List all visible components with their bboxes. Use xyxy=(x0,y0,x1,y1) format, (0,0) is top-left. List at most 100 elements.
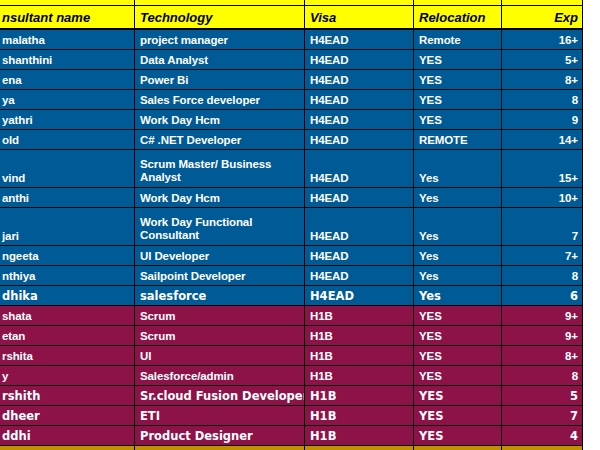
consultant-name-cell[interactable]: malatha xyxy=(0,30,135,49)
header-consultant-name[interactable]: nsultant name xyxy=(0,6,135,28)
relocation-cell[interactable]: REMOTE xyxy=(414,130,502,149)
consultant-name-cell[interactable]: old xyxy=(0,130,135,149)
relocation-cell[interactable]: YES xyxy=(414,406,502,425)
consultant-name-cell[interactable]: anthi xyxy=(0,188,135,207)
technology-cell[interactable]: Scrum xyxy=(135,326,305,345)
technology-cell[interactable]: Sailpoint Developer xyxy=(135,266,305,285)
exp-cell[interactable]: 7 xyxy=(502,208,583,245)
technology-cell[interactable]: Product Designer xyxy=(135,426,305,445)
relocation-cell[interactable]: YES xyxy=(414,90,502,109)
relocation-cell[interactable]: Yes xyxy=(414,150,502,187)
exp-cell[interactable]: 10+ xyxy=(502,188,583,207)
exp-cell[interactable]: 4 xyxy=(502,426,583,445)
consultant-name-cell[interactable]: y xyxy=(0,366,135,385)
exp-cell[interactable]: 7 xyxy=(502,406,583,425)
visa-cell[interactable]: H4EAD xyxy=(305,266,414,285)
visa-cell[interactable]: H4EAD xyxy=(305,90,414,109)
visa-cell[interactable]: H4EAD xyxy=(305,110,414,129)
technology-cell[interactable]: Sr.cloud Fusion Developer xyxy=(135,386,305,405)
consultant-name-cell[interactable]: rshita xyxy=(0,346,135,365)
technology-cell[interactable]: ETI xyxy=(135,406,305,425)
visa-cell[interactable]: H4EAD xyxy=(305,50,414,69)
visa-cell[interactable]: H1B xyxy=(305,386,414,405)
consultant-name-cell[interactable]: etan xyxy=(0,326,135,345)
header-exp[interactable]: Exp xyxy=(502,6,583,28)
technology-cell[interactable]: Scrum Master/ Business Analyst xyxy=(135,150,305,187)
relocation-cell[interactable]: YES xyxy=(414,110,502,129)
visa-cell[interactable]: H4EAD xyxy=(305,286,414,305)
technology-cell[interactable]: project manager xyxy=(135,30,305,49)
exp-cell[interactable]: 14+ xyxy=(502,130,583,149)
relocation-cell[interactable]: YES xyxy=(414,326,502,345)
visa-cell[interactable]: H4EAD xyxy=(305,208,414,245)
header-technology[interactable]: Technology xyxy=(135,6,305,28)
exp-cell[interactable]: 8 xyxy=(502,266,583,285)
consultant-name-cell[interactable]: ngeeta xyxy=(0,246,135,265)
visa-cell[interactable]: H4EAD xyxy=(305,150,414,187)
relocation-cell[interactable]: Yes xyxy=(414,208,502,245)
consultant-name-cell[interactable]: ya xyxy=(0,90,135,109)
exp-cell[interactable]: 8+ xyxy=(502,346,583,365)
relocation-cell[interactable]: YES xyxy=(414,70,502,89)
visa-cell[interactable]: H1B xyxy=(305,366,414,385)
relocation-cell[interactable]: YES xyxy=(414,306,502,325)
consultant-name-cell[interactable]: shanthini xyxy=(0,50,135,69)
technology-cell[interactable]: UI xyxy=(135,346,305,365)
relocation-cell[interactable]: YES xyxy=(414,386,502,405)
relocation-cell[interactable]: Yes xyxy=(414,266,502,285)
technology-cell[interactable]: Data Analyst xyxy=(135,50,305,69)
exp-cell[interactable]: 7+ xyxy=(502,246,583,265)
technology-cell[interactable]: Scrum xyxy=(135,306,305,325)
visa-cell[interactable]: H1B xyxy=(305,426,414,445)
visa-cell[interactable]: H1B xyxy=(305,306,414,325)
consultant-name-cell[interactable]: ena xyxy=(0,70,135,89)
exp-cell[interactable]: 6 xyxy=(502,286,583,305)
visa-cell[interactable]: H4EAD xyxy=(305,130,414,149)
relocation-cell[interactable]: Yes xyxy=(414,246,502,265)
consultant-name-cell[interactable]: ddhi xyxy=(0,426,135,445)
relocation-cell[interactable]: Remote xyxy=(414,30,502,49)
consultant-name-cell[interactable]: nthiya xyxy=(0,266,135,285)
exp-cell[interactable]: 9+ xyxy=(502,306,583,325)
exp-cell[interactable]: 9 xyxy=(502,110,583,129)
visa-cell[interactable]: H4EAD xyxy=(305,70,414,89)
visa-cell[interactable]: H1B xyxy=(305,406,414,425)
consultant-name-cell[interactable]: dhika xyxy=(0,286,135,305)
relocation-cell[interactable]: Yes xyxy=(414,188,502,207)
visa-cell[interactable]: H4EAD xyxy=(305,188,414,207)
visa-cell[interactable]: H1B xyxy=(305,326,414,345)
consultant-name-cell[interactable]: vind xyxy=(0,150,135,187)
technology-cell[interactable]: Salesforce/admin xyxy=(135,366,305,385)
technology-cell[interactable]: Sales Force developer xyxy=(135,90,305,109)
consultant-name-cell[interactable]: rshith xyxy=(0,386,135,405)
technology-cell[interactable]: Work Day Functional Consultant xyxy=(135,208,305,245)
exp-cell[interactable]: 8 xyxy=(502,90,583,109)
exp-cell[interactable]: 9+ xyxy=(502,326,583,345)
visa-cell[interactable]: H4EAD xyxy=(305,30,414,49)
exp-cell[interactable]: 5+ xyxy=(502,50,583,69)
relocation-cell[interactable]: YES xyxy=(414,346,502,365)
consultant-name-cell[interactable]: dheer xyxy=(0,406,135,425)
consultant-name-cell[interactable]: yathri xyxy=(0,110,135,129)
relocation-cell[interactable]: YES xyxy=(414,50,502,69)
header-visa[interactable]: Visa xyxy=(305,6,414,28)
header-relocation[interactable]: Relocation xyxy=(414,6,502,28)
consultant-name-cell[interactable]: jari xyxy=(0,208,135,245)
technology-cell[interactable]: Work Day Hcm xyxy=(135,188,305,207)
visa-cell[interactable]: H1B xyxy=(305,346,414,365)
exp-cell[interactable]: 8+ xyxy=(502,70,583,89)
visa-cell[interactable]: H4EAD xyxy=(305,246,414,265)
technology-cell[interactable]: Power Bi xyxy=(135,70,305,89)
technology-cell[interactable]: UI Developer xyxy=(135,246,305,265)
exp-cell[interactable]: 16+ xyxy=(502,30,583,49)
technology-cell[interactable]: Work Day Hcm xyxy=(135,110,305,129)
exp-cell[interactable]: 15+ xyxy=(502,150,583,187)
relocation-cell[interactable]: YES xyxy=(414,366,502,385)
relocation-cell[interactable]: Yes xyxy=(414,286,502,305)
consultant-name-cell[interactable]: shata xyxy=(0,306,135,325)
relocation-cell[interactable]: YES xyxy=(414,426,502,445)
technology-cell[interactable]: salesforce xyxy=(135,286,305,305)
exp-cell[interactable]: 8 xyxy=(502,366,583,385)
technology-cell[interactable]: C# .NET Developer xyxy=(135,130,305,149)
exp-cell[interactable]: 5 xyxy=(502,386,583,405)
